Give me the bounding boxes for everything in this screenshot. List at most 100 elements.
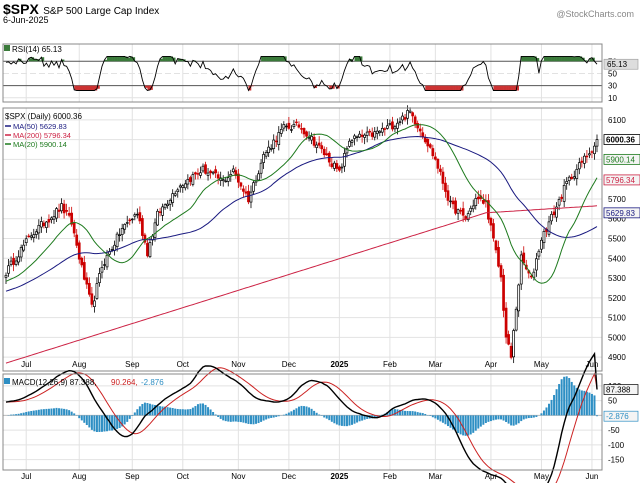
price-candle-body bbox=[62, 203, 66, 214]
price-candle-body bbox=[401, 115, 404, 121]
macd-hist-bar bbox=[35, 410, 38, 416]
price-candle-body bbox=[461, 208, 465, 216]
price-candle-body bbox=[100, 266, 104, 273]
month-label-0: Jul bbox=[21, 360, 31, 369]
rsi-oversold-fill bbox=[516, 85, 520, 91]
price-candle-body bbox=[590, 151, 594, 153]
rsi-overbought-fill bbox=[165, 56, 168, 62]
month-label-bottom-9: Apr bbox=[485, 472, 498, 481]
price-tag-label-ma200: 5796.34 bbox=[606, 176, 635, 185]
rsi-oversold-fill bbox=[506, 85, 509, 91]
macd-hist-bar bbox=[446, 415, 449, 427]
macd-hist-bar bbox=[441, 415, 444, 423]
price-candle-body bbox=[540, 239, 543, 250]
price-candle-body bbox=[396, 122, 399, 129]
macd-hist-bar bbox=[138, 406, 141, 416]
macd-hist-bar bbox=[83, 415, 86, 423]
macd-hist-bar bbox=[242, 415, 245, 423]
price-candle-body bbox=[60, 203, 63, 212]
macd-hist-bar bbox=[146, 403, 149, 416]
price-tick-label: 5600 bbox=[608, 215, 626, 224]
chart-date: 6-Jun-2025 bbox=[3, 15, 49, 25]
price-candle-body bbox=[466, 213, 470, 220]
price-tick-label: 5000 bbox=[608, 333, 626, 342]
macd-tick-label: -150 bbox=[608, 456, 625, 465]
macd-hist-bar bbox=[335, 415, 338, 425]
price-candle-body bbox=[267, 146, 271, 153]
rsi-oversold-fill bbox=[508, 85, 512, 91]
macd-hist-bar bbox=[154, 404, 157, 416]
macd-hist-bar bbox=[532, 415, 535, 418]
month-label-bottom-7: Feb bbox=[383, 472, 397, 481]
price-candle-body bbox=[535, 258, 538, 271]
rsi-overbought-fill bbox=[117, 56, 120, 62]
price-candle-body bbox=[277, 132, 281, 145]
macd-tag-label: 87.388 bbox=[606, 386, 631, 395]
rsi-overbought-fill bbox=[549, 56, 552, 62]
macd-hist-bar bbox=[80, 415, 83, 421]
macd-hist-bar bbox=[494, 415, 497, 420]
macd-hist-bar bbox=[252, 415, 255, 425]
macd-hist-bar bbox=[189, 409, 192, 416]
price-candle-body bbox=[244, 191, 248, 194]
price-candle-body bbox=[315, 144, 319, 148]
month-label-4: Nov bbox=[231, 360, 245, 369]
macd-hist-bar bbox=[277, 415, 280, 417]
rsi-overbought-fill bbox=[160, 58, 163, 62]
rsi-overbought-fill bbox=[564, 56, 567, 62]
rsi-overbought-fill bbox=[354, 56, 358, 62]
price-candle-body bbox=[239, 182, 243, 187]
price-candle-body bbox=[403, 117, 407, 120]
macd-hist-bar bbox=[136, 409, 139, 416]
price-candle-body bbox=[360, 134, 364, 137]
macd-hist-bar bbox=[555, 389, 558, 416]
macd-hist-bar bbox=[515, 415, 518, 425]
macd-hist-bar bbox=[457, 415, 460, 434]
price-candle-body bbox=[358, 133, 361, 138]
price-candle-body bbox=[416, 123, 420, 129]
price-candle-body bbox=[585, 155, 589, 158]
price-candle-body bbox=[436, 158, 440, 169]
price-candle-body bbox=[95, 283, 99, 299]
price-candle-body bbox=[338, 166, 341, 171]
macd-hist-bar bbox=[431, 415, 434, 418]
macd-hist-bar bbox=[497, 415, 500, 420]
rsi-oversold-fill bbox=[447, 85, 451, 91]
price-candle-body bbox=[32, 234, 36, 238]
macd-hist-bar bbox=[593, 395, 596, 416]
macd-hist-bar bbox=[98, 415, 101, 432]
price-candle-body bbox=[224, 180, 228, 183]
macd-hist-bar bbox=[194, 406, 197, 416]
price-candle-body bbox=[93, 300, 96, 308]
macd-hist-bar bbox=[133, 412, 136, 416]
price-candle-body bbox=[411, 112, 414, 117]
macd-hist-bar bbox=[113, 415, 116, 430]
macd-hist-bar bbox=[353, 415, 356, 424]
macd-hist-bar bbox=[27, 411, 30, 416]
macd-hist-bar bbox=[345, 415, 348, 427]
price-candle-body bbox=[398, 121, 402, 123]
price-candle-body bbox=[575, 168, 579, 179]
price-candle-body bbox=[380, 127, 384, 133]
rsi-oversold-fill bbox=[498, 85, 502, 91]
rsi-overbought-fill bbox=[589, 58, 593, 62]
macd-hist-bar bbox=[452, 415, 455, 430]
rsi-oversold-fill bbox=[437, 85, 441, 91]
rsi-oversold-fill bbox=[442, 85, 446, 91]
price-candle-body bbox=[322, 148, 326, 156]
macd-hist-bar bbox=[214, 414, 217, 416]
price-candle-body bbox=[421, 132, 425, 137]
price-candle-body bbox=[502, 274, 505, 311]
price-candle-body bbox=[305, 131, 308, 137]
price-candle-body bbox=[9, 260, 13, 265]
rsi-oversold-fill bbox=[329, 85, 333, 89]
rsi-overbought-fill bbox=[33, 59, 37, 62]
macd-frame bbox=[2, 373, 603, 471]
price-candle-body bbox=[171, 193, 175, 203]
price-candle-body bbox=[173, 193, 177, 196]
macd-hist-bar bbox=[60, 408, 63, 416]
price-candle-body bbox=[143, 234, 147, 243]
month-label-8: Mar bbox=[428, 360, 442, 369]
price-candle-body bbox=[252, 182, 255, 192]
price-candle-body bbox=[388, 123, 392, 125]
